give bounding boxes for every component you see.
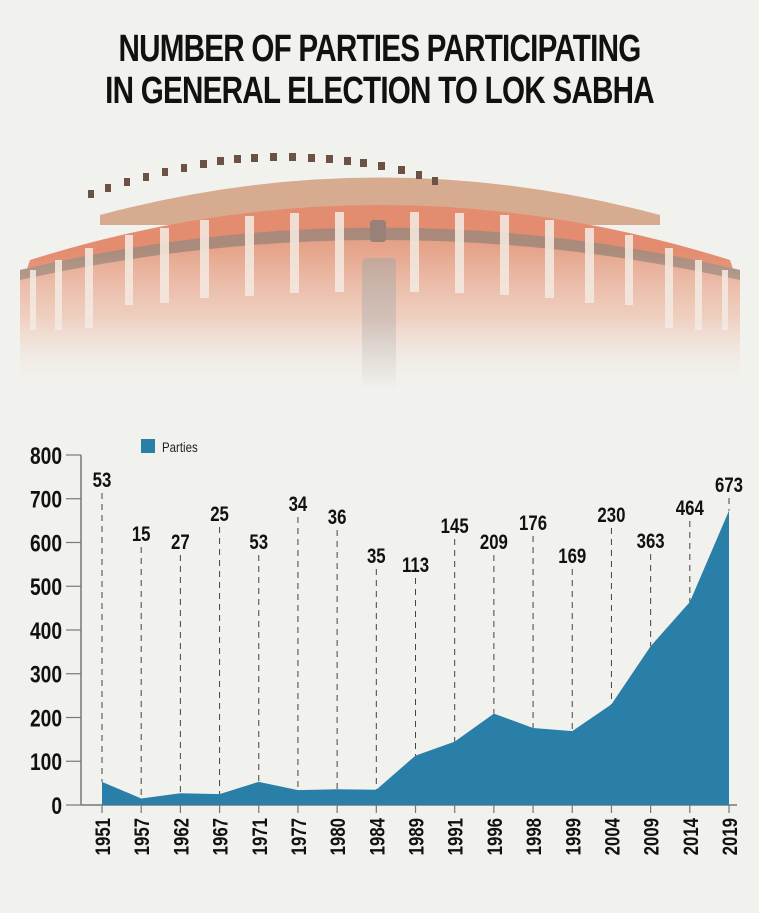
y-tick-label: 600 — [30, 529, 62, 557]
data-label: 36 — [328, 506, 347, 529]
data-label: 27 — [171, 531, 190, 554]
data-label: 363 — [637, 530, 665, 553]
y-tick-label: 200 — [30, 704, 62, 732]
data-label: 230 — [597, 504, 625, 527]
x-tick-label: 2014 — [680, 818, 703, 856]
y-tick-label: 500 — [30, 573, 62, 601]
title-line-2: IN GENERAL ELECTION TO LOK SABHA — [105, 70, 654, 112]
data-label: 113 — [402, 554, 429, 577]
data-label: 53 — [249, 531, 268, 554]
y-tick-label: 800 — [30, 442, 62, 470]
x-tick-label: 1962 — [171, 818, 194, 855]
legend-label: Parties — [162, 439, 198, 455]
y-tick-label: 0 — [51, 792, 62, 820]
x-tick-label: 1989 — [406, 818, 429, 855]
data-label: 145 — [441, 515, 469, 538]
title-line-1: NUMBER OF PARTIES PARTICIPATING — [118, 28, 642, 70]
x-tick-label: 1984 — [367, 818, 390, 856]
x-tick-label: 1991 — [445, 818, 468, 856]
parties-area — [102, 510, 729, 805]
x-tick-label: 1998 — [523, 818, 546, 855]
x-tick-label: 1971 — [249, 818, 272, 856]
data-label: 673 — [715, 474, 743, 497]
x-tick-label: 1967 — [210, 818, 233, 855]
x-tick-label: 2019 — [719, 818, 742, 855]
data-label: 209 — [480, 531, 508, 554]
data-label: 53 — [93, 469, 112, 492]
parliament-illustration — [0, 153, 759, 390]
x-tick-label: 1977 — [288, 818, 311, 855]
y-tick-label: 300 — [30, 661, 62, 689]
data-label: 176 — [519, 512, 547, 535]
data-label: 35 — [367, 545, 386, 568]
data-label: 464 — [676, 497, 704, 520]
x-tick-label: 1996 — [484, 818, 507, 855]
chart-title: NUMBER OF PARTIES PARTICIPATING IN GENER… — [0, 28, 759, 112]
y-tick-label: 700 — [30, 486, 62, 514]
data-label: 169 — [558, 545, 586, 568]
x-tick-label: 2004 — [602, 818, 625, 856]
x-tick-label: 1999 — [563, 818, 586, 855]
legend-swatch — [141, 439, 155, 453]
y-tick-label: 400 — [30, 617, 62, 645]
y-tick-label: 100 — [30, 748, 62, 776]
x-tick-label: 1951 — [92, 818, 115, 856]
x-tick-label: 1980 — [327, 818, 350, 855]
x-tick-label: 1957 — [132, 818, 155, 855]
data-label: 15 — [132, 523, 151, 546]
data-label: 34 — [289, 493, 308, 516]
data-label: 25 — [210, 503, 229, 526]
x-tick-label: 2009 — [641, 818, 664, 855]
